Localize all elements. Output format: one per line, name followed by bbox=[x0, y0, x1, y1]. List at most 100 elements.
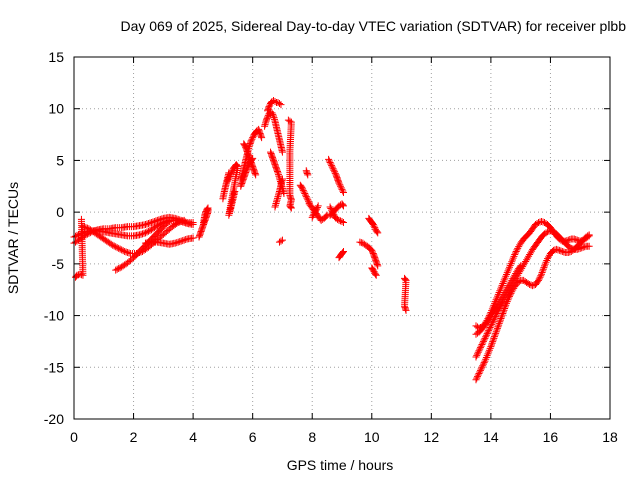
data-point-arc-ae bbox=[492, 328, 500, 336]
x-tick-label: 6 bbox=[249, 429, 257, 445]
data-point-arc-ag bbox=[535, 218, 543, 226]
x-tick-label: 0 bbox=[70, 429, 78, 445]
y-tick-label: -5 bbox=[52, 256, 65, 272]
data-point-arc-af bbox=[543, 228, 551, 236]
data-point-arc-af bbox=[481, 334, 489, 342]
data-point-arc-b bbox=[141, 229, 149, 237]
data-point-arc-ae bbox=[481, 357, 489, 365]
data-point-arc-ae bbox=[555, 246, 563, 254]
data-point-arc-ae bbox=[540, 262, 548, 270]
data-point-arc-c bbox=[112, 243, 120, 251]
data-point-arc-e bbox=[179, 237, 187, 245]
data-point-arc-b bbox=[143, 228, 151, 236]
data-point-arc-ag bbox=[573, 236, 581, 244]
data-point-arc-j bbox=[247, 137, 255, 145]
data-point-arc-ab bbox=[369, 221, 377, 229]
data-point-arc-ae bbox=[540, 264, 548, 272]
data-point-arc-m bbox=[265, 103, 273, 111]
data-point-arc-ag bbox=[503, 269, 511, 277]
data-point-arc-s bbox=[303, 194, 311, 202]
data-point-arc-c bbox=[125, 249, 133, 257]
data-point-arc-ag bbox=[505, 265, 513, 273]
data-point-arc-b bbox=[137, 230, 145, 238]
data-point-arc-v bbox=[308, 213, 316, 221]
y-axis-label: SDTVAR / TECUs bbox=[5, 182, 21, 294]
data-point-arc-y bbox=[338, 217, 346, 225]
data-point-arc-ag bbox=[572, 236, 580, 244]
data-point-arc-c bbox=[110, 242, 118, 250]
data-point-arc-ae bbox=[482, 353, 490, 361]
data-point-arc-e bbox=[174, 238, 182, 246]
data-point-arc-w bbox=[328, 162, 336, 170]
data-point-arc-b bbox=[71, 232, 79, 240]
data-point-arc-aa bbox=[369, 248, 377, 256]
data-point-arc-ae bbox=[538, 269, 546, 277]
y-tick-label: 0 bbox=[56, 204, 64, 220]
data-point-arc-w bbox=[325, 157, 333, 165]
data-point-arc-ac bbox=[372, 271, 380, 279]
data-point-arc-ae bbox=[489, 336, 497, 344]
data-point-arc-ab bbox=[374, 229, 382, 237]
data-point-arc-d bbox=[165, 217, 173, 225]
data-point-arc-af bbox=[488, 319, 496, 327]
data-point-arc-ae bbox=[549, 246, 557, 254]
data-point-arc-aa bbox=[374, 262, 382, 270]
data-point-arc-ag bbox=[508, 256, 516, 264]
data-point-arc-c bbox=[118, 246, 126, 254]
data-point-arc-c bbox=[176, 218, 184, 226]
data-point-arc-m bbox=[271, 97, 279, 105]
data-point-arc-ae bbox=[529, 282, 537, 290]
data-point-arc-ae bbox=[489, 338, 497, 346]
data-point-arc-ae bbox=[543, 256, 551, 264]
data-point-arc-n bbox=[269, 110, 277, 118]
data-point-arc-ae bbox=[495, 321, 503, 329]
data-point-arc-ag bbox=[513, 246, 521, 254]
data-point-arc-j bbox=[248, 135, 256, 143]
data-point-arc-ag bbox=[570, 235, 578, 243]
data-point-arc-h bbox=[231, 187, 239, 195]
data-point-arc-v bbox=[309, 212, 317, 220]
data-point-arc-n bbox=[278, 148, 286, 156]
data-point-arc-ae bbox=[473, 374, 481, 382]
data-point-arc-l bbox=[243, 166, 251, 174]
data-point-arc-ad bbox=[402, 306, 410, 314]
data-point-arc-f bbox=[77, 215, 85, 223]
data-point-arc-e bbox=[171, 239, 179, 247]
data-point-arc-y bbox=[334, 215, 342, 223]
data-point-arc-af bbox=[474, 348, 482, 356]
data-point-arc-w bbox=[328, 163, 336, 171]
data-point-arc-d bbox=[113, 265, 121, 273]
data-point-arc-ae bbox=[485, 348, 493, 356]
data-point-arc-ae bbox=[552, 245, 560, 253]
data-point-arc-ae bbox=[524, 280, 532, 288]
data-point-arc-v bbox=[310, 210, 318, 218]
data-point-arc-l bbox=[244, 163, 252, 171]
data-point-arc-ae bbox=[503, 299, 511, 307]
data-point-arc-i bbox=[225, 169, 233, 177]
data-point-arc-d bbox=[116, 264, 124, 272]
data-point-arc-a bbox=[146, 219, 154, 227]
data-point-arc-b bbox=[146, 227, 154, 235]
data-point-arc-ae bbox=[490, 333, 498, 341]
data-point-arc-ae bbox=[495, 319, 503, 327]
data-point-arc-af bbox=[480, 336, 488, 344]
data-point-arc-ae bbox=[498, 311, 506, 319]
data-point-arc-af bbox=[575, 245, 583, 253]
data-point-arc-ag bbox=[509, 254, 517, 262]
y-tick-label: 5 bbox=[56, 152, 64, 168]
data-point-arc-ae bbox=[541, 260, 549, 268]
data-point-arc-a bbox=[141, 221, 149, 229]
data-point-arc-af bbox=[566, 243, 574, 251]
plot-frame bbox=[73, 56, 611, 420]
data-point-arc-ae bbox=[477, 365, 485, 373]
data-point-arc-ae bbox=[482, 355, 490, 363]
data-point-arc-y bbox=[339, 218, 347, 226]
data-point-arc-aa bbox=[357, 239, 365, 247]
data-point-arc-b bbox=[152, 223, 160, 231]
data-point-arc-s bbox=[298, 183, 306, 191]
data-point-arc-e bbox=[182, 236, 190, 244]
data-point-arc-x bbox=[339, 202, 347, 210]
data-point-arc-q bbox=[278, 236, 286, 244]
data-point-arc-af bbox=[573, 245, 581, 253]
y-tick-label: -10 bbox=[44, 308, 64, 324]
